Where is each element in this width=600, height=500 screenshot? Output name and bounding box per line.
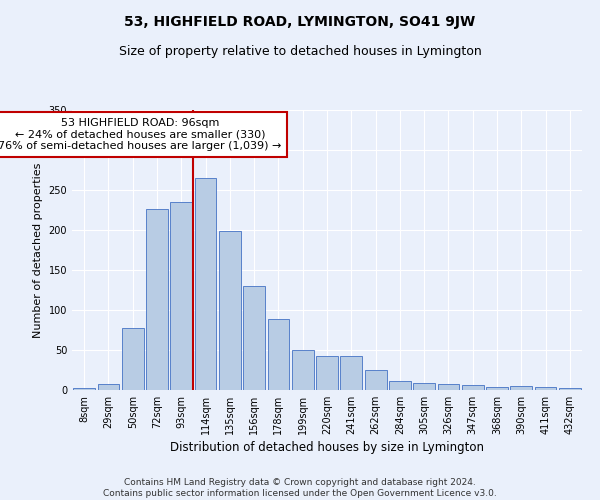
Bar: [146, 209, 168, 390]
Bar: [511, 386, 532, 390]
Bar: [486, 387, 508, 390]
Text: Contains HM Land Registry data © Crown copyright and database right 2024.
Contai: Contains HM Land Registry data © Crown c…: [103, 478, 497, 498]
Text: 53, HIGHFIELD ROAD, LYMINGTON, SO41 9JW: 53, HIGHFIELD ROAD, LYMINGTON, SO41 9JW: [124, 15, 476, 29]
Bar: [73, 388, 95, 390]
Bar: [437, 384, 460, 390]
Bar: [316, 356, 338, 390]
Bar: [462, 385, 484, 390]
Bar: [122, 328, 143, 390]
Bar: [413, 383, 435, 390]
Bar: [243, 286, 265, 390]
Y-axis label: Number of detached properties: Number of detached properties: [33, 162, 43, 338]
Bar: [292, 350, 314, 390]
Bar: [268, 319, 289, 390]
Bar: [219, 231, 241, 390]
Bar: [559, 388, 581, 390]
Text: Size of property relative to detached houses in Lymington: Size of property relative to detached ho…: [119, 45, 481, 58]
Bar: [340, 356, 362, 390]
Bar: [365, 370, 386, 390]
Bar: [194, 178, 217, 390]
Text: 53 HIGHFIELD ROAD: 96sqm
← 24% of detached houses are smaller (330)
76% of semi-: 53 HIGHFIELD ROAD: 96sqm ← 24% of detach…: [0, 118, 281, 151]
Bar: [389, 381, 411, 390]
X-axis label: Distribution of detached houses by size in Lymington: Distribution of detached houses by size …: [170, 441, 484, 454]
Bar: [97, 384, 119, 390]
Bar: [170, 202, 192, 390]
Bar: [535, 387, 556, 390]
